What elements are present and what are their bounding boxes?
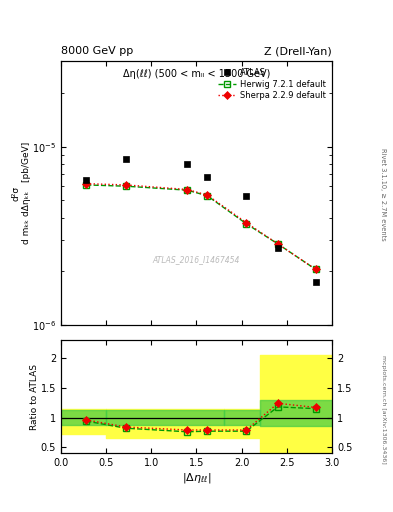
ATLAS bbox=[124, 156, 129, 162]
Line: Herwig 7.2.1 default: Herwig 7.2.1 default bbox=[83, 182, 319, 272]
ATLAS bbox=[275, 245, 280, 251]
Sherpa 2.2.9 default bbox=[314, 266, 318, 272]
Text: ATLAS_2016_I1467454: ATLAS_2016_I1467454 bbox=[153, 254, 240, 264]
Sherpa 2.2.9 default bbox=[275, 241, 280, 247]
Y-axis label: d²σ
d mₖₖ dΔηₖₖ   [pb/GeV]: d²σ d mₖₖ dΔηₖₖ [pb/GeV] bbox=[11, 142, 31, 244]
Text: mcplots.cern.ch [arXiv:1306.3436]: mcplots.cern.ch [arXiv:1306.3436] bbox=[381, 355, 386, 464]
ATLAS bbox=[84, 177, 88, 183]
Sherpa 2.2.9 default bbox=[124, 182, 129, 188]
ATLAS bbox=[314, 279, 318, 285]
Herwig 7.2.1 default bbox=[124, 183, 129, 189]
Herwig 7.2.1 default bbox=[244, 221, 248, 227]
Sherpa 2.2.9 default bbox=[84, 181, 88, 187]
ATLAS bbox=[185, 161, 190, 167]
ATLAS bbox=[244, 193, 248, 199]
Legend: ATLAS, Herwig 7.2.1 default, Sherpa 2.2.9 default: ATLAS, Herwig 7.2.1 default, Sherpa 2.2.… bbox=[215, 66, 328, 102]
Text: Rivet 3.1.10, ≥ 2.7M events: Rivet 3.1.10, ≥ 2.7M events bbox=[380, 148, 386, 241]
Herwig 7.2.1 default bbox=[314, 266, 318, 272]
Herwig 7.2.1 default bbox=[84, 182, 88, 188]
Y-axis label: Ratio to ATLAS: Ratio to ATLAS bbox=[30, 364, 39, 430]
Line: ATLAS: ATLAS bbox=[83, 156, 319, 285]
Sherpa 2.2.9 default bbox=[205, 192, 210, 198]
Herwig 7.2.1 default bbox=[185, 187, 190, 193]
Text: Z (Drell-Yan): Z (Drell-Yan) bbox=[264, 46, 332, 56]
Text: 8000 GeV pp: 8000 GeV pp bbox=[61, 46, 133, 56]
Sherpa 2.2.9 default bbox=[244, 220, 248, 226]
Text: Δη(ℓℓ) (500 < mₗₗ < 1500 GeV): Δη(ℓℓ) (500 < mₗₗ < 1500 GeV) bbox=[123, 69, 270, 79]
Herwig 7.2.1 default bbox=[275, 241, 280, 247]
Line: Sherpa 2.2.9 default: Sherpa 2.2.9 default bbox=[83, 181, 319, 272]
Sherpa 2.2.9 default bbox=[185, 186, 190, 193]
Herwig 7.2.1 default bbox=[205, 193, 210, 199]
X-axis label: $|\Delta\eta_{\ell\ell}|$: $|\Delta\eta_{\ell\ell}|$ bbox=[182, 471, 211, 485]
ATLAS bbox=[205, 174, 210, 180]
